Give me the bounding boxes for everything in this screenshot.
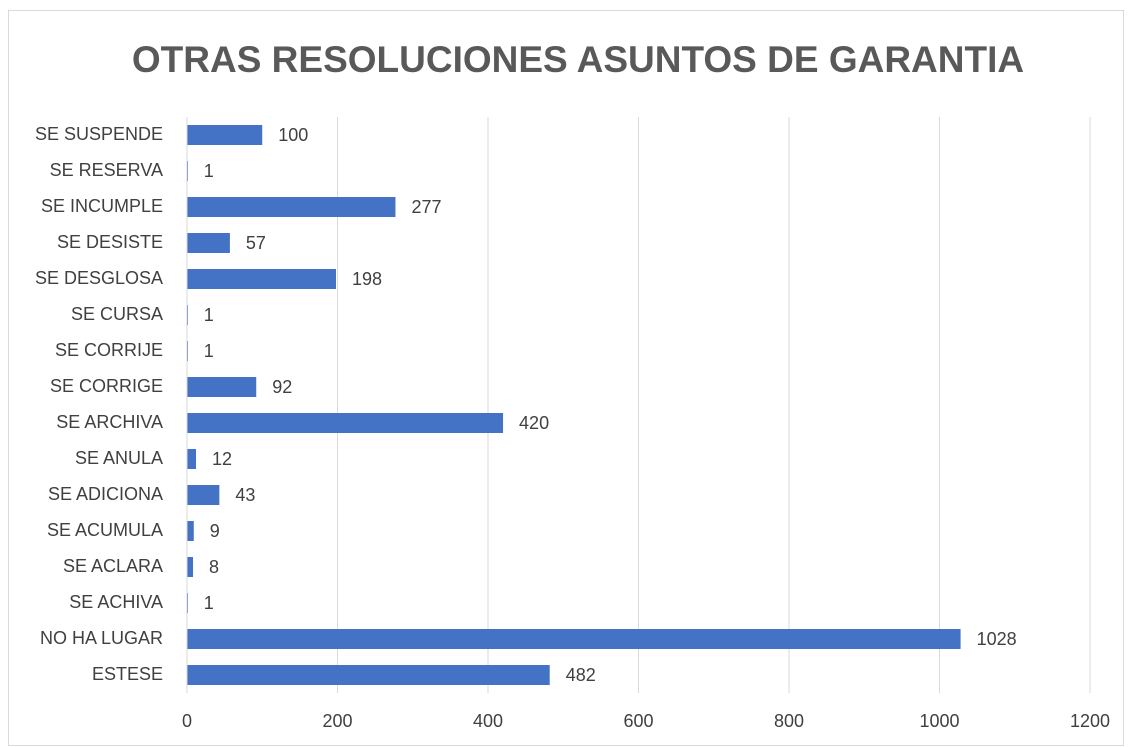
x-tick-label: 800 [774,711,804,731]
bar [187,269,336,289]
value-label: 9 [210,521,220,541]
value-label: 1 [204,593,214,613]
value-label: 92 [272,377,292,397]
x-tick-label: 400 [473,711,503,731]
x-tick-label: 200 [322,711,352,731]
y-tick-label: SE ARCHIVA [56,412,163,432]
bar [187,413,504,433]
value-label: 482 [566,665,596,685]
value-label: 1 [204,305,214,325]
bar [187,665,550,685]
x-tick-label: 0 [182,711,192,731]
y-tick-label: SE CORRIGE [50,376,163,396]
value-label: 100 [278,125,308,145]
bar [187,233,230,253]
bar [187,521,194,541]
y-tick-label: SE DESISTE [57,232,163,252]
value-label: 198 [352,269,382,289]
y-tick-label: SE CURSA [71,304,163,324]
y-tick-label: SE ANULA [75,448,163,468]
bar [187,449,197,469]
x-tick-label: 600 [623,711,653,731]
y-tick-label: SE ACUMULA [47,520,163,540]
value-label: 277 [411,197,441,217]
x-tick-label: 1000 [919,711,959,731]
y-tick-label: SE SUSPENDE [35,124,163,144]
y-tick-label: SE DESGLOSA [35,268,163,288]
value-label: 420 [519,413,549,433]
bar [187,557,194,577]
bar [187,125,263,145]
y-tick-label: SE ACHIVA [69,592,163,612]
y-tick-label: SE ACLARA [63,556,163,576]
value-label: 1 [204,341,214,361]
value-label: 57 [246,233,266,253]
bar [187,377,257,397]
value-label: 1028 [977,629,1017,649]
value-label: 43 [235,485,255,505]
chart-title: OTRAS RESOLUCIONES ASUNTOS DE GARANTIA [132,39,1024,80]
bar [187,197,396,217]
value-label: 12 [212,449,232,469]
y-tick-label: NO HA LUGAR [40,628,163,648]
x-tick-label: 1200 [1070,711,1110,731]
value-label: 8 [209,557,219,577]
y-tick-label: SE ADICIONA [48,484,163,504]
y-tick-label: SE RESERVA [50,160,163,180]
y-tick-label: ESTESE [92,664,163,684]
bar [187,485,220,505]
y-tick-label: SE INCUMPLE [41,196,163,216]
value-label: 1 [204,161,214,181]
y-tick-label: SE CORRIJE [55,340,163,360]
bar [187,629,961,649]
